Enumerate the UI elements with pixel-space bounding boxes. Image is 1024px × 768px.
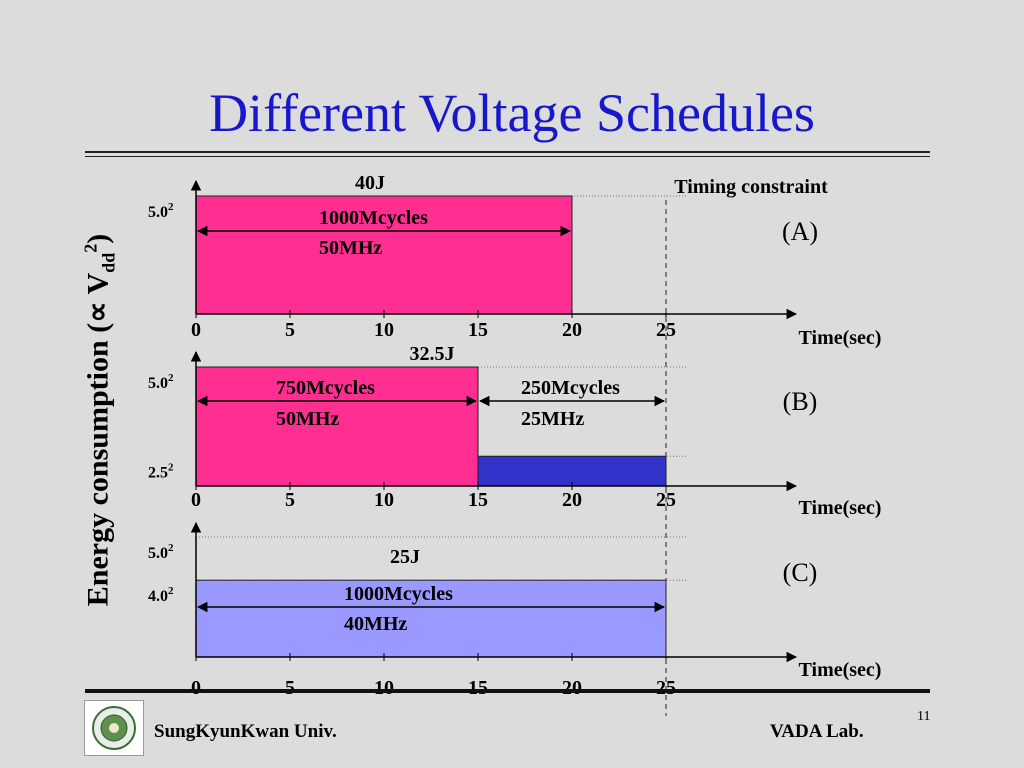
- timing-constraint-label: Timing constraint: [674, 176, 828, 198]
- schedule-bar: [477, 455, 667, 487]
- y-tick-label-sup: 2: [168, 542, 174, 554]
- y-tick-label-sup: 2: [168, 585, 174, 597]
- x-tick-label: 5: [285, 677, 295, 699]
- y-tick-label-sup: 2: [168, 461, 174, 473]
- frequency-label: 50MHz: [276, 408, 339, 430]
- y-tick-label: 4.02: [148, 585, 174, 605]
- title-divider-thin: [85, 156, 930, 157]
- x-axis-label: Time(sec): [799, 659, 882, 681]
- cycles-label: 1000Mcycles: [319, 207, 428, 229]
- energy-label: 40J: [355, 172, 385, 194]
- cycles-label: 1000Mcycles: [344, 583, 453, 605]
- x-tick-label: 20: [562, 319, 582, 341]
- x-tick-label: 15: [468, 319, 488, 341]
- university-logo: [84, 700, 144, 756]
- x-tick-label: 20: [562, 677, 582, 699]
- footer-divider: [85, 689, 930, 693]
- x-tick-label: 0: [191, 489, 201, 511]
- panel-label: (C): [783, 558, 818, 587]
- panel-label: (A): [782, 217, 818, 246]
- x-tick-label: 15: [468, 489, 488, 511]
- cycles-label: 750Mcycles: [276, 377, 375, 399]
- x-axis-label: Time(sec): [799, 327, 882, 349]
- frequency-label: 40MHz: [344, 613, 407, 635]
- x-tick-label: 0: [191, 319, 201, 341]
- x-tick-label: 10: [374, 489, 394, 511]
- y-tick-label: 5.02: [148, 201, 174, 221]
- panel-label: (B): [783, 387, 818, 416]
- slide-number: 11: [917, 709, 931, 724]
- x-tick-label: 10: [374, 319, 394, 341]
- footer-lab: VADA Lab.: [770, 721, 864, 742]
- page-title: Different Voltage Schedules: [209, 83, 815, 143]
- x-tick-label: 15: [468, 677, 488, 699]
- energy-label: 32.5J: [410, 343, 455, 365]
- y-tick-label: 2.52: [148, 461, 174, 481]
- frequency-label: 50MHz: [319, 237, 382, 259]
- x-tick-label: 5: [285, 489, 295, 511]
- y-tick-label: 5.02: [148, 372, 174, 392]
- title-divider: [85, 151, 930, 153]
- cycles-label: 250Mcycles: [521, 377, 620, 399]
- y-tick-label-sup: 2: [168, 201, 174, 213]
- y-tick-label: 5.02: [148, 542, 174, 562]
- x-tick-label: 20: [562, 489, 582, 511]
- frequency-label: 25MHz: [521, 408, 584, 430]
- schedule-bar: [195, 195, 573, 315]
- x-tick-label: 0: [191, 677, 201, 699]
- x-tick-label: 10: [374, 677, 394, 699]
- footer-university: SungKyunKwan Univ.: [154, 721, 337, 742]
- x-axis-label: Time(sec): [799, 497, 882, 519]
- university-seal-icon: [92, 706, 136, 750]
- schedule-bar: [195, 366, 479, 487]
- energy-label: 25J: [390, 546, 420, 568]
- schedule-bar: [195, 579, 667, 658]
- y-tick-label-sup: 2: [168, 372, 174, 384]
- x-tick-label: 5: [285, 319, 295, 341]
